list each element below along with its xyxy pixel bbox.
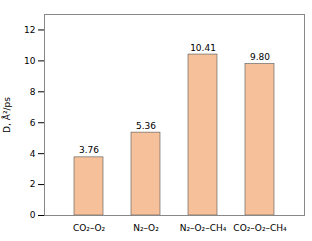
svg-text:CO₂–O₂: CO₂–O₂ <box>73 223 106 233</box>
svg-text:D, Å²/ps: D, Å²/ps <box>1 97 12 133</box>
svg-text:5.36: 5.36 <box>136 121 156 131</box>
svg-text:12: 12 <box>24 25 35 35</box>
svg-text:6: 6 <box>30 118 36 128</box>
svg-text:CO₂–O₂–CH₄: CO₂–O₂–CH₄ <box>233 223 287 233</box>
svg-text:4: 4 <box>30 149 36 159</box>
svg-text:0: 0 <box>30 210 36 220</box>
svg-text:9.80: 9.80 <box>250 52 270 62</box>
svg-text:N₂–O₂–CH₄: N₂–O₂–CH₄ <box>180 223 227 233</box>
svg-text:2: 2 <box>30 179 36 189</box>
svg-text:10.41: 10.41 <box>190 43 216 53</box>
svg-text:8: 8 <box>30 87 36 97</box>
svg-text:N₂–O₂: N₂–O₂ <box>133 223 159 233</box>
svg-text:10: 10 <box>24 56 36 66</box>
svg-text:3.76: 3.76 <box>79 145 99 155</box>
